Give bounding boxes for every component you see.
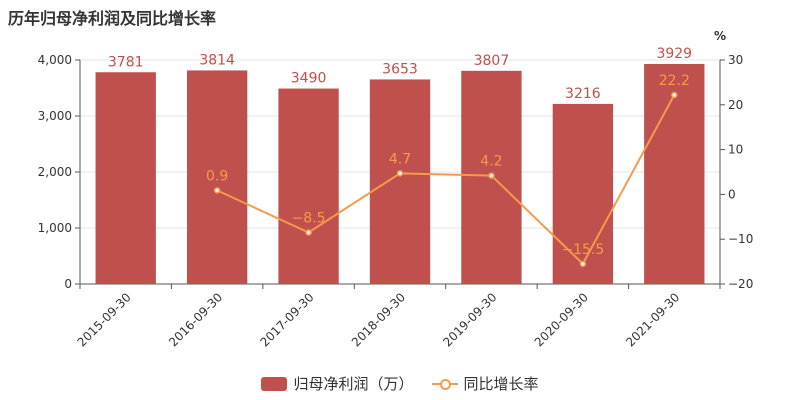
growth-value-label: 0.9 xyxy=(206,168,228,184)
bar xyxy=(369,79,431,284)
growth-line xyxy=(216,94,676,266)
x-axis-tick-label: 2015-09-30 xyxy=(75,290,134,349)
legend-line-swatch xyxy=(431,377,458,391)
growth-value-label: −8.5 xyxy=(292,210,326,226)
growth-point xyxy=(671,91,678,99)
bar-value-label: 3814 xyxy=(199,52,235,68)
legend-item-line[interactable]: 同比增长率 xyxy=(431,373,539,394)
legend-bar-swatch xyxy=(261,376,288,391)
growth-point xyxy=(396,170,404,177)
legend-bar-label: 归母净利润（万） xyxy=(293,375,414,393)
x-axis-tick-label: 2020-09-30 xyxy=(532,290,591,349)
right-axis-tick-label: −20 xyxy=(728,277,753,291)
legend-line-label: 同比增长率 xyxy=(463,375,539,393)
right-axis-tick-label: −10 xyxy=(728,232,753,246)
legend-item-bar[interactable]: 归母净利润（万） xyxy=(261,373,414,394)
growth-point xyxy=(579,260,587,268)
bar xyxy=(186,70,248,284)
x-axis-tick-label: 2018-09-30 xyxy=(349,290,408,349)
bar-value-label: 3807 xyxy=(474,53,510,69)
bar-value-label: 3490 xyxy=(291,71,327,87)
growth-point xyxy=(488,172,495,179)
bar-value-label: 3653 xyxy=(382,61,418,77)
bar xyxy=(552,103,614,285)
bar xyxy=(644,63,705,285)
right-axis-unit: % xyxy=(714,29,726,43)
legend: 归母净利润（万） 同比增长率 xyxy=(0,373,800,394)
left-axis-tick-label: 4,000 xyxy=(38,53,72,67)
growth-point xyxy=(213,187,221,194)
x-axis-tick-label: 2017-09-30 xyxy=(257,290,316,349)
growth-value-label: 4.7 xyxy=(389,151,411,167)
x-axis-tick-label: 2021-09-30 xyxy=(623,290,682,349)
chart-title: 历年归母净利润及同比增长率 xyxy=(8,9,217,28)
right-axis-tick-label: 20 xyxy=(728,98,743,112)
bar xyxy=(278,88,339,284)
right-axis-tick-label: 30 xyxy=(728,53,743,67)
bar xyxy=(95,72,156,284)
growth-value-label: 4.2 xyxy=(480,154,502,170)
right-axis-tick-label: 10 xyxy=(728,143,743,157)
bar-value-label: 3781 xyxy=(108,54,144,70)
growth-point xyxy=(305,229,312,236)
x-axis-tick-label: 2016-09-30 xyxy=(166,290,225,349)
x-axis-tick-label: 2019-09-30 xyxy=(440,290,499,349)
left-axis-tick-label: 0 xyxy=(64,277,72,291)
bar-value-label: 3216 xyxy=(565,86,601,102)
left-axis-tick-label: 3,000 xyxy=(38,109,72,123)
growth-value-label: 22.2 xyxy=(659,73,690,89)
bar-value-label: 3929 xyxy=(656,46,692,62)
growth-value-label: −15.5 xyxy=(561,242,604,258)
left-axis-tick-label: 2,000 xyxy=(38,165,72,179)
left-axis-tick-label: 1,000 xyxy=(38,221,72,235)
right-axis-tick-label: 0 xyxy=(728,187,736,201)
